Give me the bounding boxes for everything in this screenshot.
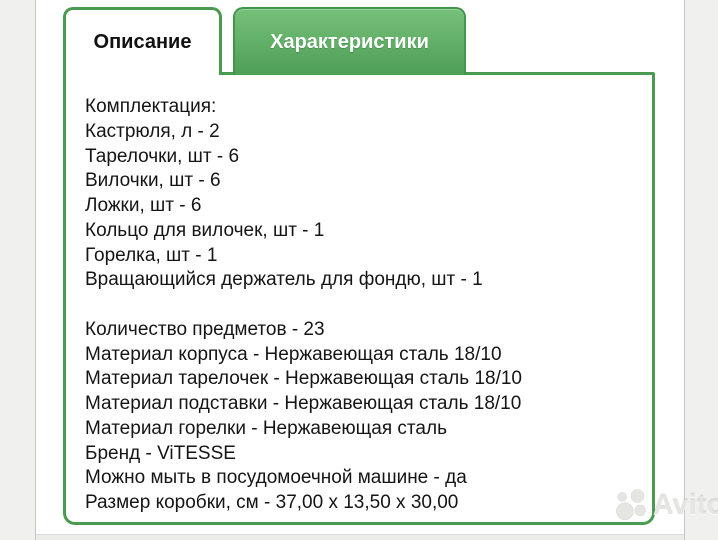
description-line: Количество предметов - 23 bbox=[85, 318, 325, 340]
description-line: Можно мыть в посудомоечной машине - да bbox=[85, 467, 467, 489]
description-line: Ложки, шт - 6 bbox=[85, 195, 202, 216]
description-line: Размер коробки, см - 37,00 x 13,50 x 30,… bbox=[85, 492, 459, 513]
description-line: Материал корпуса - Нержавеющая сталь 18/… bbox=[85, 343, 502, 365]
description-line: Горелка, шт - 1 bbox=[85, 244, 218, 266]
description-line: Материал тарелочек - Нержавеющая сталь 1… bbox=[85, 368, 522, 390]
description-line: Вращающийся держатель для фондю, шт - 1 bbox=[85, 269, 483, 291]
description-line: Кольцо для вилочек, шт - 1 bbox=[85, 219, 325, 241]
description-line: Комплектация: bbox=[85, 96, 217, 117]
description-line: Материал горелки - Нержавеющая сталь bbox=[85, 417, 447, 439]
description-line: Бренд - ViTESSE bbox=[85, 442, 236, 464]
description-line-blank bbox=[85, 293, 634, 318]
description-line: Материал подставки - Нержавеющая сталь 1… bbox=[85, 393, 522, 414]
description-line: Тарелочки, шт - 6 bbox=[85, 145, 240, 167]
description-panel: Комплектация: Кастрюля, л - 2 Тарелочки,… bbox=[63, 72, 655, 525]
tab-characteristics[interactable]: Характеристики bbox=[233, 7, 466, 75]
content-column: Описание Характеристики Комплектация: Ка… bbox=[35, 0, 685, 540]
tab-description[interactable]: Описание bbox=[63, 7, 222, 75]
description-line: Вилочки, шт - 6 bbox=[85, 170, 221, 192]
description-line: Кастрюля, л - 2 bbox=[85, 120, 220, 142]
tab-description-label: Описание bbox=[93, 31, 192, 53]
tab-characteristics-label: Характеристики bbox=[270, 30, 429, 53]
next-section-edge bbox=[36, 534, 684, 540]
